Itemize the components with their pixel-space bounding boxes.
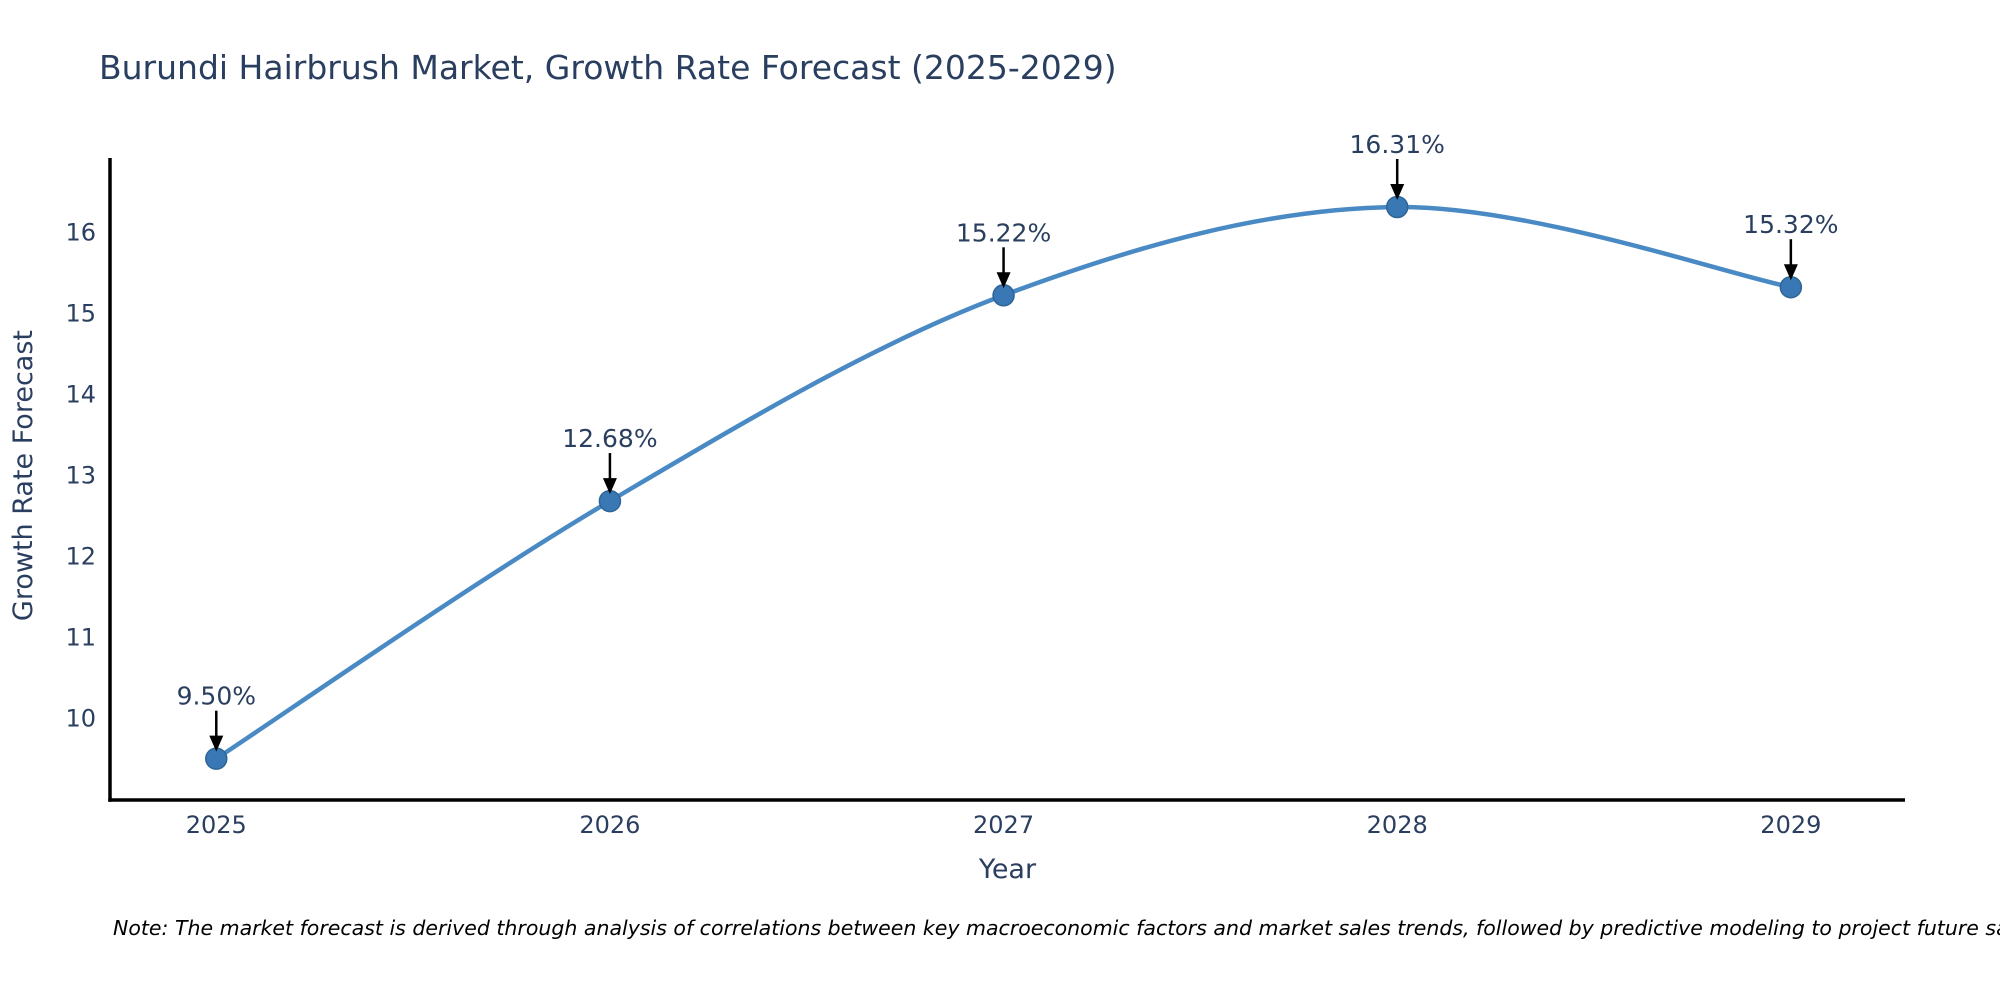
plot-series-group: 10 11 12 13 14 15 16 2025 2026 2027 2028 2029 9.50% 1… [65,130,1838,839]
x-tick-label-2025: 2025 [186,811,247,839]
annotation-arrowhead-2028 [1390,183,1405,200]
annotation-label-2025: 9.50% [177,682,256,711]
y-tick-label-14: 14 [65,381,96,409]
y-tick-label-15: 15 [65,300,96,328]
chart-title: Burundi Hairbrush Market, Growth Rate Fo… [99,48,1117,87]
y-tick-label-16: 16 [65,219,96,247]
x-tick-label-2027: 2027 [973,811,1034,839]
x-axis-title: Year [978,854,1037,885]
x-tick-label-2026: 2026 [579,811,640,839]
y-tick-label-11: 11 [65,624,96,652]
x-tick-label-2029: 2029 [1760,811,1821,839]
annotation-label-2027: 15.22% [956,218,1051,247]
annotation-arrowhead-2029 [1783,264,1798,281]
y-tick-label-10: 10 [65,705,96,733]
annotation-arrowhead-2026 [602,478,617,495]
y-tick-label-12: 12 [65,543,96,571]
annotation-arrowhead-2025 [209,735,224,752]
x-tick-label-2028: 2028 [1367,811,1428,839]
y-tick-label-13: 13 [65,462,96,490]
annotation-label-2028: 16.31% [1350,130,1445,159]
annotation-label-2029: 15.32% [1743,210,1838,239]
footnote: Note: The market forecast is derived thr… [113,916,2000,940]
annotation-arrowhead-2027 [996,272,1011,289]
annotation-label-2026: 12.68% [562,424,657,453]
